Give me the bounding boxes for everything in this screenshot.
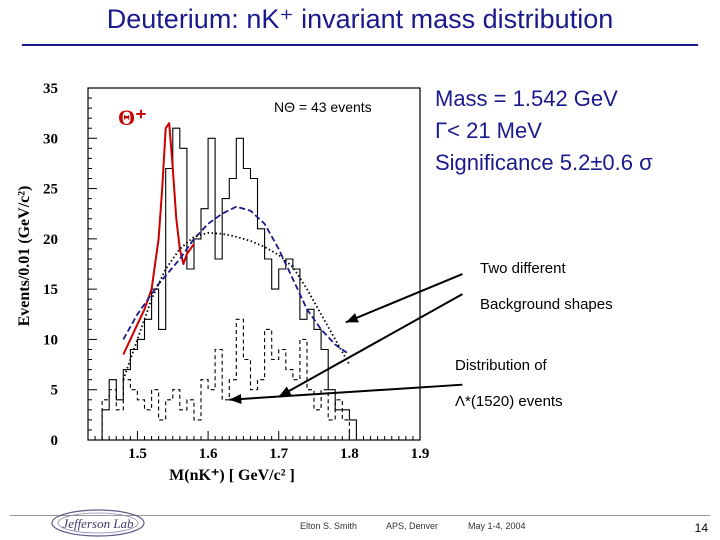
x-axis-title: M(nK⁺) [ GeV/c² ]: [169, 467, 295, 484]
y-tick-label: 25: [43, 182, 58, 198]
annotation-arrow-line: [229, 383, 463, 401]
x-tick-label: 1.5: [128, 446, 147, 462]
y-tick-label: 20: [43, 232, 58, 248]
width-value: Γ< 21 MeV: [435, 118, 542, 143]
plot-frame: [87, 87, 421, 441]
svg-text:Jefferson Lab: Jefferson Lab: [62, 516, 134, 531]
theta-peak-fit-curve: [122, 122, 195, 355]
background-note-line1: Two different: [480, 260, 566, 277]
slide-title: Deuterium: nK⁺ invariant mass distributi…: [106, 4, 614, 34]
footer-venue: APS, Denver: [386, 521, 439, 531]
data-histogram: [95, 127, 357, 441]
tick-labels: 1.5 1.6 1.7 1.8 1.9 0 5 10 15 20 25 30 35: [43, 81, 429, 462]
y-tick-label: 5: [51, 383, 59, 399]
footer-date: May 1-4, 2004: [468, 521, 526, 531]
y-tick-label: 35: [43, 81, 58, 97]
annotation-arrows: [229, 273, 463, 404]
y-axis-title: Events/0.01 (GeV/c²): [16, 185, 33, 327]
slide-number: 14: [694, 521, 708, 535]
x-tick-label: 1.7: [269, 446, 288, 462]
y-tick-label: 0: [51, 433, 59, 449]
significance-value: Significance 5.2±0.6 σ: [435, 150, 653, 175]
annotation-arrow-head: [345, 313, 359, 323]
lambda-note-line1: Distribution of: [455, 357, 547, 374]
annotation-arrow-head: [278, 386, 292, 397]
jefferson-lab-logo: Jefferson Lab: [51, 509, 145, 537]
x-tick-label: 1.9: [411, 446, 430, 462]
chart-axes: [87, 87, 421, 441]
y-tick-label: 15: [43, 282, 58, 298]
x-tick-label: 1.6: [199, 446, 218, 462]
curve-layer: [122, 122, 351, 380]
footer-divider: [10, 515, 710, 516]
y-tick-label: 10: [43, 332, 58, 348]
events-count-label: NΘ = 43 events: [274, 99, 372, 115]
lambda-note-line2: Λ*(1520) events: [455, 393, 563, 410]
background-shape-2-curve: [122, 231, 351, 380]
mass-value: Mass = 1.542 GeV: [435, 86, 618, 111]
histogram-layer: [95, 127, 357, 441]
x-tick-label: 1.8: [340, 446, 359, 462]
annotation-arrow-head: [229, 394, 242, 404]
y-tick-label: 30: [43, 131, 58, 147]
mass-distribution-chart: 1.5 1.6 1.7 1.8 1.9 0 5 10 15 20 25 30 35 M(nK⁺) [ G…: [43, 81, 463, 484]
background-note-line2: Background shapes: [480, 296, 613, 313]
background-shape-1-curve: [122, 205, 350, 356]
annotation-arrow-line: [278, 293, 463, 398]
lambda-histogram: [101, 318, 350, 440]
annotation-arrow-line: [345, 273, 463, 324]
footer-author: Elton S. Smith: [300, 521, 358, 531]
title-underline: [22, 44, 698, 46]
theta-peak-label: Θ⁺: [118, 105, 147, 130]
